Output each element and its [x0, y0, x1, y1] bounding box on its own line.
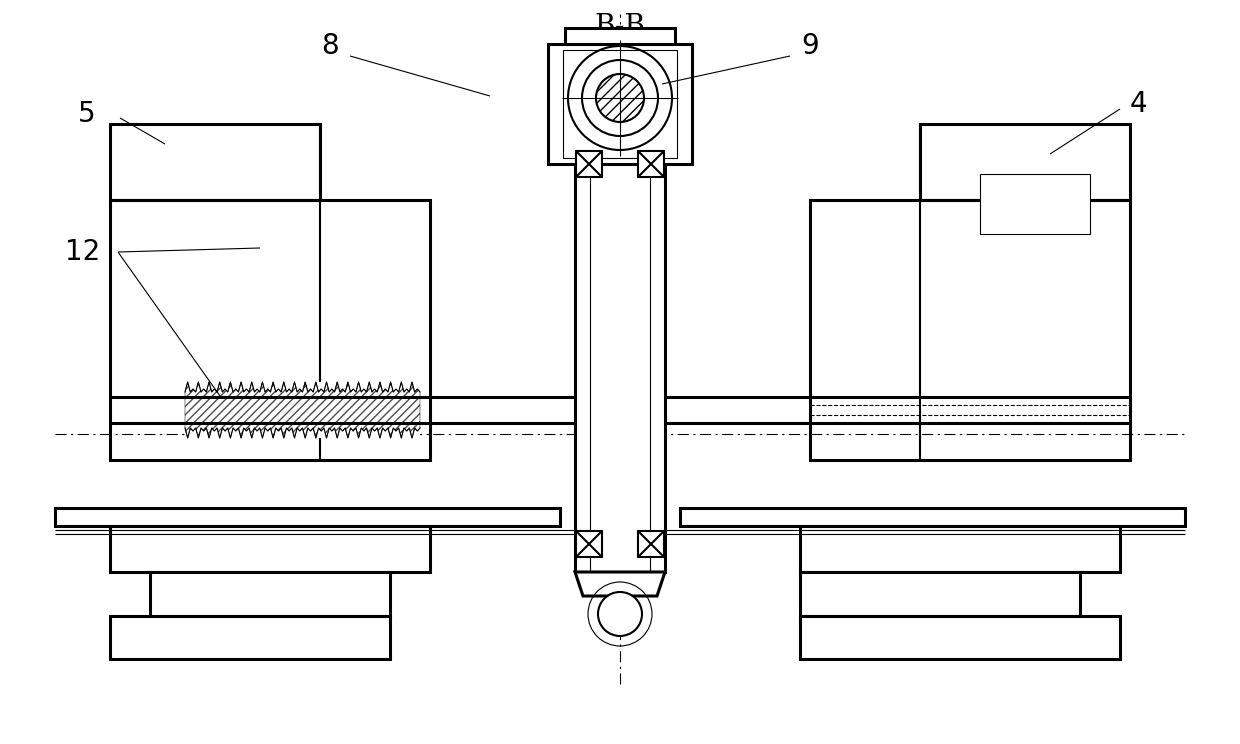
Bar [548, 44, 692, 164]
Text: 9: 9 [801, 32, 818, 60]
Bar [639, 531, 663, 557]
Bar [577, 151, 601, 177]
Bar [110, 200, 430, 460]
Text: B-B: B-B [594, 13, 646, 39]
Text: 8: 8 [321, 32, 339, 60]
Bar [185, 382, 420, 438]
Bar [800, 572, 1080, 616]
Bar [150, 572, 391, 616]
Bar [680, 508, 1185, 526]
Bar [577, 531, 601, 557]
Bar [563, 50, 677, 158]
Bar [575, 124, 665, 572]
Text: 5: 5 [78, 100, 95, 128]
Polygon shape [575, 572, 665, 596]
Bar [920, 124, 1130, 200]
Text: 12: 12 [64, 238, 100, 266]
Bar [110, 124, 320, 200]
Bar [800, 616, 1120, 659]
Bar [800, 526, 1120, 572]
Bar [980, 174, 1090, 234]
Text: 4: 4 [1130, 90, 1148, 118]
Bar [55, 508, 560, 526]
Circle shape [598, 592, 642, 636]
Bar [110, 526, 430, 572]
Bar [639, 151, 663, 177]
Circle shape [596, 74, 644, 122]
Bar [810, 200, 1130, 460]
Bar [110, 616, 391, 659]
Bar [565, 28, 675, 44]
